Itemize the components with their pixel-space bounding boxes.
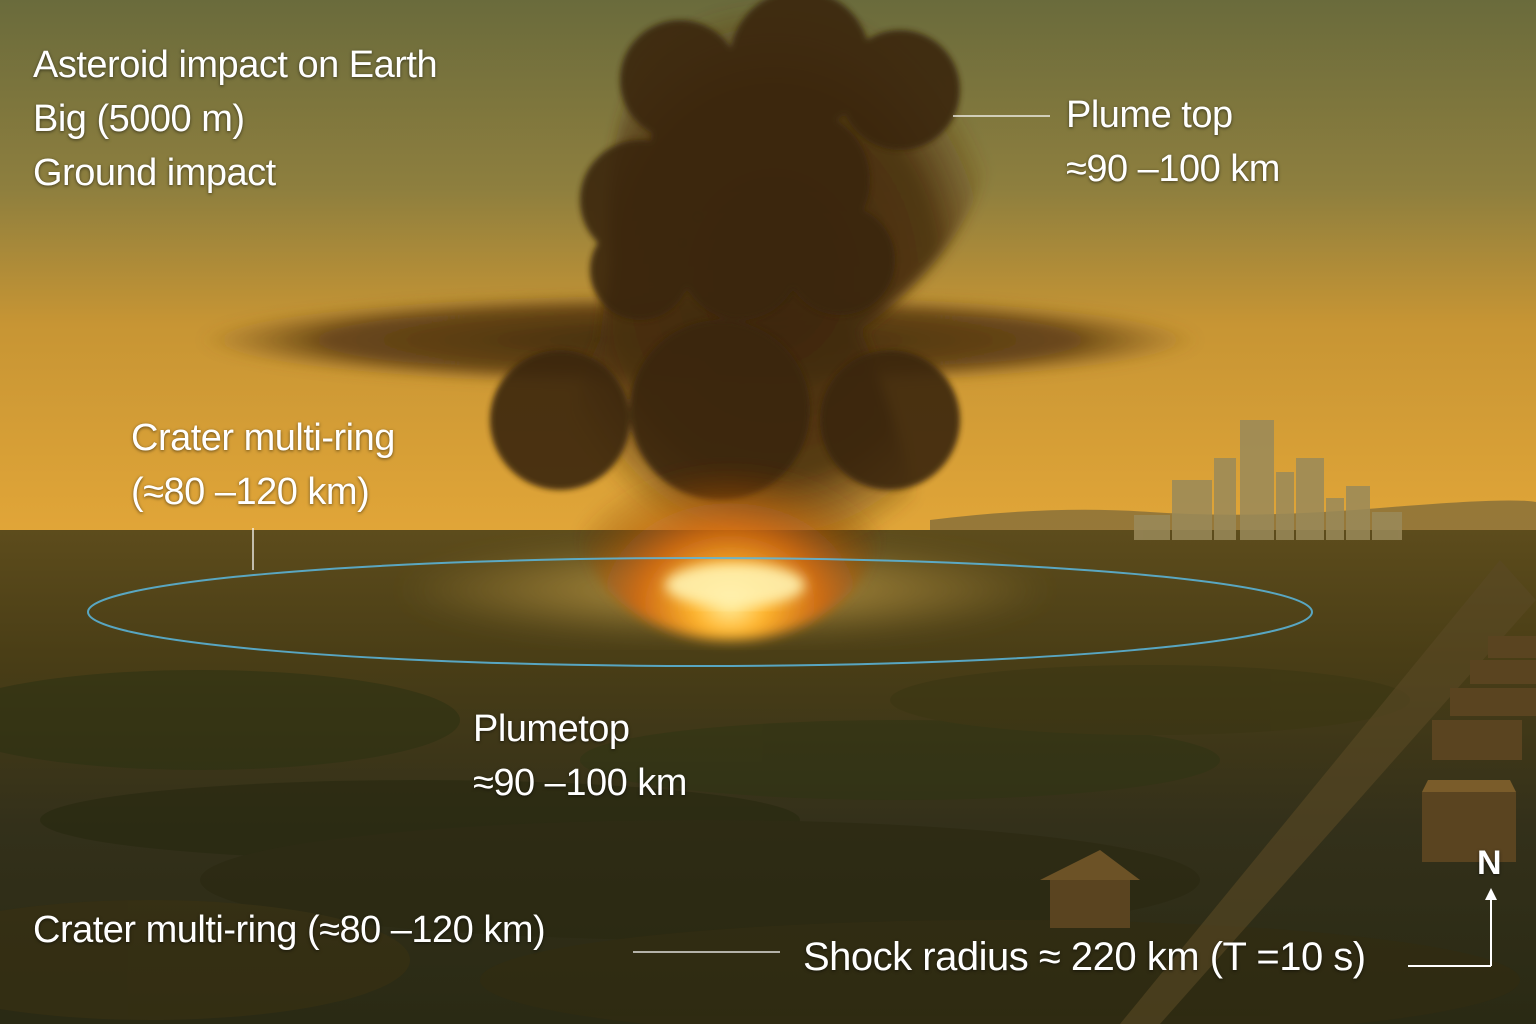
title-line-1: Asteroid impact on Earth xyxy=(33,44,438,86)
ground-texture xyxy=(0,665,1520,1024)
title-line-2: Big (5000 m) xyxy=(33,98,245,140)
houses xyxy=(1040,636,1536,928)
compass-north-label: N xyxy=(1477,844,1502,882)
plume-top-label: Plume top xyxy=(1066,94,1233,136)
plume-top-lower-annotation: Plumetop ≈90 –100 km xyxy=(473,702,687,810)
road xyxy=(1120,560,1536,1024)
title-line-3: Ground impact xyxy=(33,152,276,194)
crater-lower-annotation: Crater multi-ring (≈80 –120 km) xyxy=(33,909,546,951)
crater-label: Crater multi-ring xyxy=(131,417,395,459)
plume-top-value: ≈90 –100 km xyxy=(1066,148,1280,190)
plume-top-annotation: Plume top ≈90 –100 km xyxy=(1066,88,1280,196)
north-arrow-icon xyxy=(1485,888,1497,966)
title-block: Asteroid impact on Earth Big (5000 m) Gr… xyxy=(33,38,438,200)
crater-annotation: Crater multi-ring (≈80 –120 km) xyxy=(131,411,395,519)
shock-radius-annotation: Shock radius ≈ 220 km (T =10 s) xyxy=(803,935,1366,979)
plume-top-lower-label: Plumetop xyxy=(473,708,630,750)
plume-top-lower-value: ≈90 –100 km xyxy=(473,762,687,804)
crater-ring xyxy=(87,557,1313,667)
fireball xyxy=(580,400,880,640)
fireball-core xyxy=(665,563,805,607)
city-skyline xyxy=(1134,420,1402,540)
crater-value: (≈80 –120 km) xyxy=(131,471,370,513)
